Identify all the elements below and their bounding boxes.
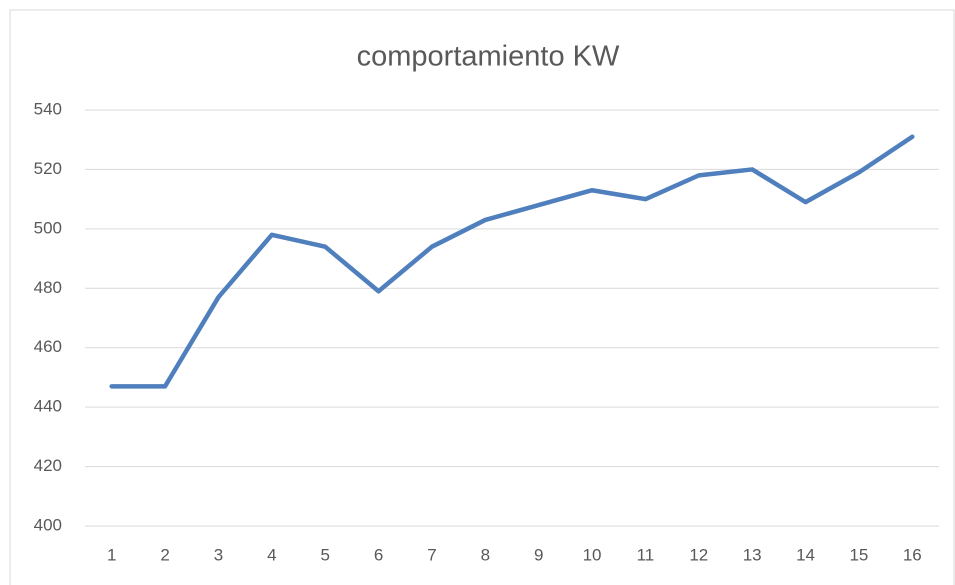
x-tick-label: 4 xyxy=(267,545,276,564)
x-tick-label: 12 xyxy=(689,545,708,564)
x-tick-label: 1 xyxy=(107,545,116,564)
chart-frame xyxy=(9,9,955,585)
x-tick-label: 8 xyxy=(481,545,490,564)
x-tick-label: 5 xyxy=(320,545,329,564)
x-tick-label: 6 xyxy=(374,545,383,564)
x-tick-label: 10 xyxy=(583,545,602,564)
x-tick-label: 14 xyxy=(796,545,815,564)
y-tick-label: 400 xyxy=(34,515,62,534)
y-tick-label: 440 xyxy=(34,397,62,416)
y-tick-label: 480 xyxy=(34,278,62,297)
data-line xyxy=(109,134,915,389)
x-tick-label: 3 xyxy=(214,545,223,564)
x-tick-label: 16 xyxy=(903,545,922,564)
x-tick-label: 9 xyxy=(534,545,543,564)
x-tick-label: 11 xyxy=(637,545,655,564)
x-tick-label: 13 xyxy=(743,545,762,564)
x-tick-label: 15 xyxy=(849,545,868,564)
y-tick-label: 520 xyxy=(34,159,62,178)
x-tick-label: 2 xyxy=(160,545,169,564)
chart-title: comportamiento KW xyxy=(357,41,620,73)
y-tick-label: 540 xyxy=(34,99,62,118)
y-tick-label: 460 xyxy=(34,337,62,356)
x-tick-label: 7 xyxy=(427,545,436,564)
y-tick-label: 420 xyxy=(34,456,62,475)
y-tick-label: 500 xyxy=(34,218,62,237)
